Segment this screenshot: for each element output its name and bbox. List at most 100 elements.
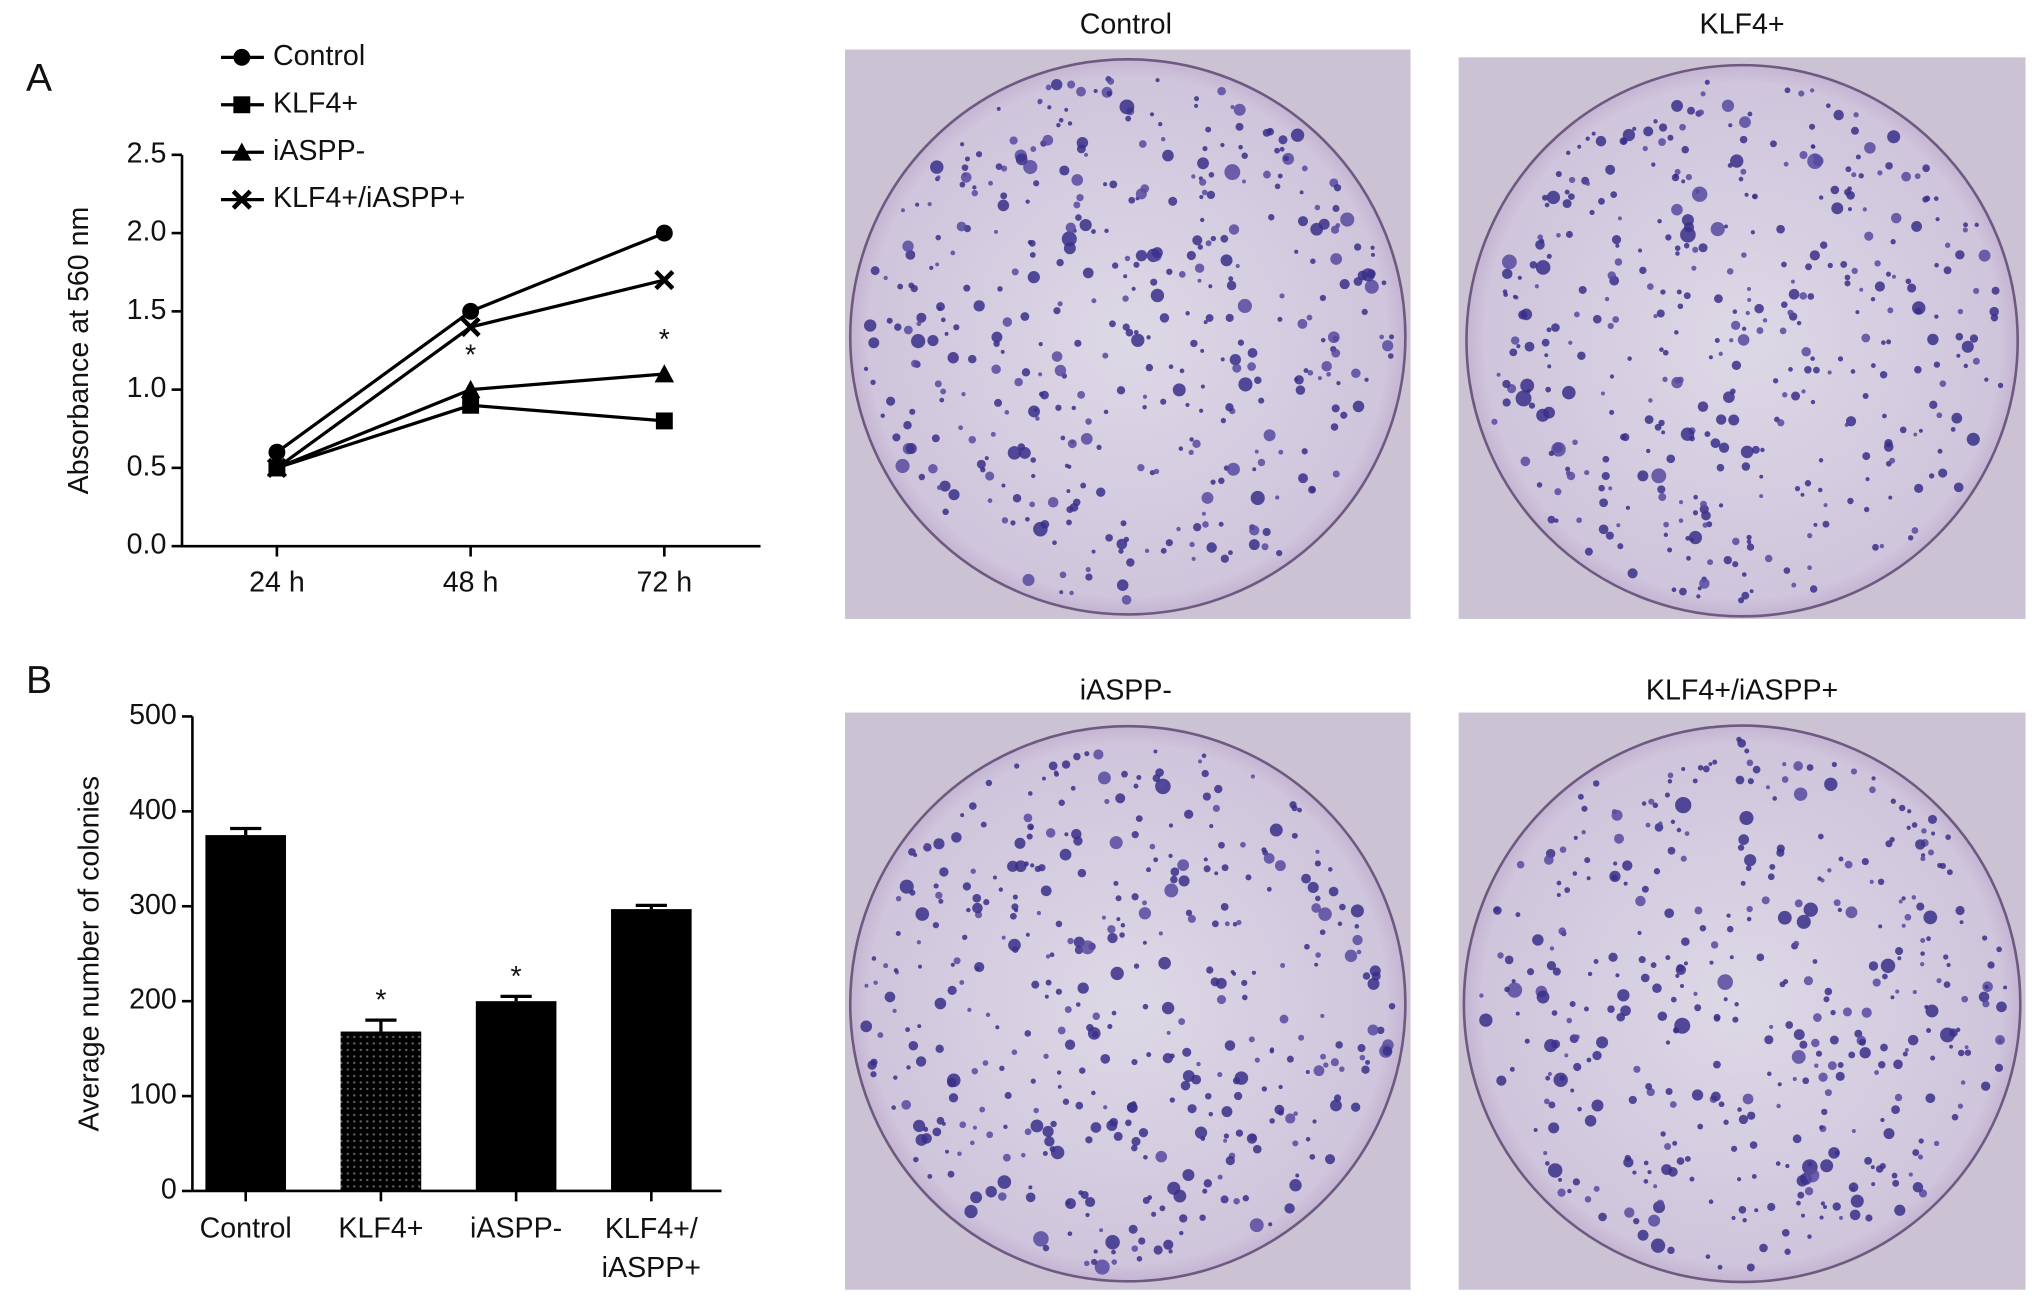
- colony: [1592, 314, 1602, 324]
- colony: [1823, 1205, 1827, 1210]
- colony: [1898, 899, 1903, 904]
- colony: [918, 473, 926, 481]
- colony: [1676, 289, 1682, 295]
- colony: [886, 317, 893, 324]
- colony: [1660, 289, 1666, 295]
- colony: [1133, 261, 1140, 268]
- colony: [1966, 432, 1980, 446]
- colony: [1879, 371, 1888, 379]
- colony: [918, 964, 922, 969]
- colony: [1218, 521, 1224, 527]
- colony: [1155, 78, 1160, 83]
- colony: [1694, 1004, 1702, 1012]
- colony: [970, 868, 976, 874]
- colony: [1850, 126, 1859, 135]
- colony: [1191, 556, 1196, 561]
- colony: [1237, 298, 1252, 314]
- colony: [1007, 446, 1022, 460]
- colony: [1025, 932, 1030, 937]
- colony: [1907, 809, 1912, 814]
- colony: [1894, 1093, 1903, 1102]
- colony: [923, 1126, 929, 1132]
- colony: [1737, 1107, 1742, 1112]
- colony: [1285, 1113, 1296, 1124]
- colony: [1823, 503, 1828, 508]
- colony: [1549, 946, 1555, 951]
- colony: [1228, 550, 1233, 556]
- colony: [1165, 539, 1173, 547]
- colony: [1103, 409, 1109, 415]
- colony: [884, 991, 896, 1003]
- colony: [903, 325, 913, 335]
- colony: [1645, 822, 1651, 828]
- colony: [1788, 367, 1793, 372]
- colony: [1025, 1192, 1036, 1203]
- colony: [1234, 1071, 1249, 1085]
- colony: [1201, 753, 1207, 759]
- colony: [1745, 865, 1752, 872]
- colony: [1882, 413, 1887, 419]
- colony: [1206, 190, 1216, 200]
- colony: [1974, 222, 1979, 228]
- colony: [1601, 471, 1610, 481]
- colony: [1214, 784, 1223, 794]
- colony: [1160, 547, 1167, 554]
- colony: [1367, 977, 1380, 990]
- colony: [886, 396, 896, 406]
- colony: [1009, 912, 1017, 920]
- colony: [1528, 402, 1536, 409]
- colony: [1809, 123, 1816, 130]
- colony: [1242, 179, 1246, 184]
- colony: [1565, 470, 1572, 476]
- colony: [1928, 473, 1935, 479]
- marker: [268, 443, 286, 461]
- colony: [1598, 484, 1605, 492]
- colony: [913, 853, 918, 858]
- colony: [961, 164, 969, 171]
- colony: [1683, 292, 1691, 300]
- photo-title: KLF4+/iASPP+: [1646, 674, 1838, 706]
- colony: [1772, 378, 1779, 384]
- colony: [995, 163, 1003, 170]
- colony: [1131, 1245, 1138, 1252]
- colony: [1479, 1013, 1493, 1027]
- colony: [1584, 547, 1593, 556]
- colony: [1283, 155, 1289, 162]
- colony: [1819, 1215, 1824, 1220]
- colony: [1021, 1152, 1026, 1158]
- colony: [1874, 281, 1885, 292]
- colony: [1310, 258, 1316, 264]
- bar: [340, 1031, 422, 1191]
- colony: [1915, 839, 1926, 850]
- colony: [1111, 1010, 1117, 1016]
- colony: [927, 334, 939, 347]
- colony: [1163, 1239, 1174, 1250]
- colony: [1104, 798, 1110, 805]
- colony: [1275, 495, 1280, 500]
- colony: [1632, 1170, 1637, 1175]
- colony: [1781, 301, 1788, 308]
- colony: [1658, 821, 1663, 826]
- colony: [902, 240, 914, 252]
- colony: [1820, 1201, 1826, 1206]
- colony: [1645, 1083, 1653, 1090]
- colony: [1644, 415, 1654, 425]
- colony: [1807, 565, 1812, 571]
- colony: [1293, 1111, 1298, 1116]
- colony: [1904, 1048, 1909, 1052]
- colony: [1201, 491, 1214, 504]
- colony: [1764, 1035, 1774, 1045]
- colony: [1679, 983, 1685, 989]
- colony: [1542, 194, 1549, 201]
- colony: [1149, 843, 1156, 850]
- colony: [1534, 284, 1539, 289]
- marker: [460, 379, 481, 399]
- colony: [1855, 154, 1861, 160]
- colony: [1092, 1012, 1101, 1020]
- colony: [1325, 1154, 1336, 1165]
- colony: [1250, 774, 1255, 779]
- colony: [1593, 1185, 1600, 1192]
- colony: [1847, 207, 1852, 212]
- colony: [1890, 239, 1896, 245]
- colony: [1217, 86, 1226, 96]
